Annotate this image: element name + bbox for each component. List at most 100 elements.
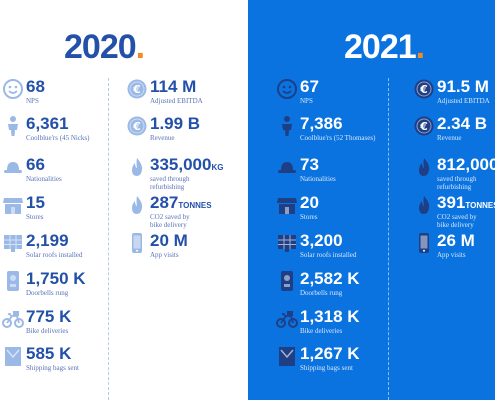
stat-number: 68 — [26, 77, 45, 96]
svg-text:€: € — [132, 83, 141, 96]
stat-number: 73 — [300, 155, 319, 174]
stat-value: 775 K — [26, 308, 71, 326]
stat-value: 391TONNES — [437, 194, 495, 215]
stat-number: 1.99 B — [150, 114, 201, 133]
stat-label-line2: refurbishing — [437, 183, 472, 191]
flame-icon — [413, 156, 435, 178]
stat-label: saved through — [437, 175, 477, 183]
doorbell-icon — [2, 270, 24, 292]
svg-text:€: € — [419, 120, 428, 133]
stat-number: 2.34 B — [437, 114, 488, 133]
stat-value: 68 — [26, 78, 45, 96]
bike-icon — [2, 308, 24, 330]
stat-label: saved through — [150, 175, 190, 183]
smiley-icon — [276, 78, 298, 100]
stat-number: 66 — [26, 155, 45, 174]
year-text: 2020 — [64, 28, 137, 66]
stat-label: Stores — [26, 213, 44, 221]
panel-2020: 2020. 68 NPS €114 M Adjusted EBITDA 6,361 Coo… — [2, 28, 224, 400]
store-icon — [276, 194, 298, 216]
stat-value: 114 M — [150, 78, 196, 96]
stat-number: 15 — [26, 193, 45, 212]
svg-text:€: € — [419, 83, 428, 96]
stat-unit: KG — [211, 163, 224, 172]
phone-icon — [126, 232, 148, 254]
stat-label: Adjusted EBITDA — [150, 97, 203, 105]
stat-label: Nationalities — [300, 175, 336, 183]
stat-number: 391 — [437, 193, 466, 212]
stat-label: Revenue — [437, 134, 462, 142]
stat-label-line2: bike delivery — [437, 221, 474, 229]
stat-label: Doorbells rung — [26, 289, 69, 297]
stat-number: 1,750 K — [26, 269, 86, 288]
stat-number: 91.5 M — [437, 77, 489, 96]
stat-number: 3,200 — [300, 231, 343, 250]
stat-value: 26 M — [437, 232, 475, 250]
store-icon — [2, 194, 24, 216]
stat-label: Bike deliveries — [26, 327, 69, 335]
shipping-bag-icon — [276, 345, 298, 367]
stat-value: 6,361 — [26, 115, 69, 133]
stat-value: 1,267 K — [300, 345, 360, 363]
stat-value: 2,199 — [26, 232, 69, 250]
stat-label: Stores — [300, 213, 318, 221]
stat-number: 7,386 — [300, 114, 343, 133]
hat-icon — [276, 156, 298, 178]
euro-coin-icon: € — [126, 78, 148, 100]
stat-value: 7,386 — [300, 115, 343, 133]
stat-label: Coolblue'rs (45 Nicks) — [26, 134, 90, 142]
stat-label: Revenue — [150, 134, 175, 142]
stat-number: 20 M — [150, 231, 188, 250]
solar-panel-icon — [2, 232, 24, 254]
stat-value: 1.99 B — [150, 115, 200, 133]
solar-panel-icon — [276, 232, 298, 254]
stat-number: 2,199 — [26, 231, 69, 250]
stat-number: 20 — [300, 193, 319, 212]
year-dot: . — [135, 28, 146, 66]
stat-value: 15 — [26, 194, 45, 212]
column-divider — [108, 78, 109, 400]
stat-number: 2,582 K — [300, 269, 360, 288]
stat-number: 287 — [150, 193, 179, 212]
stat-label: CO2 saved by — [150, 213, 190, 221]
person-icon — [276, 115, 298, 137]
phone-icon — [413, 232, 435, 254]
stat-label-line2: bike delivery — [150, 221, 187, 229]
stat-label: Solar roofs installed — [26, 251, 83, 259]
stat-number: 67 — [300, 77, 319, 96]
euro-coin-icon: € — [413, 115, 435, 137]
stat-label: CO2 saved by — [437, 213, 477, 221]
flame-icon — [126, 194, 148, 216]
bike-icon — [276, 308, 298, 330]
smiley-icon — [2, 78, 24, 100]
stat-value: 91.5 M — [437, 78, 489, 96]
stat-value: 812,000KG — [437, 156, 495, 177]
stat-label: Adjusted EBITDA — [437, 97, 490, 105]
stat-number: 585 K — [26, 344, 72, 363]
stat-value: 20 M — [150, 232, 188, 250]
svg-text:€: € — [132, 120, 141, 133]
panel-2021: 2021. 67 NPS €91.5 M Adjusted EBITDA 7,386 Co… — [248, 0, 495, 400]
stat-number: 775 K — [26, 307, 72, 326]
shipping-bag-icon — [2, 345, 24, 367]
person-icon — [2, 115, 24, 137]
stat-value: 2.34 B — [437, 115, 487, 133]
flame-icon — [413, 194, 435, 216]
stat-label: App visits — [150, 251, 179, 259]
year-dot: . — [415, 28, 426, 66]
stat-value: 66 — [26, 156, 45, 174]
stat-label: App visits — [437, 251, 466, 259]
stat-value: 73 — [300, 156, 319, 174]
year-text: 2021 — [344, 28, 417, 66]
euro-coin-icon: € — [126, 115, 148, 137]
stat-number: 812,000 — [437, 155, 495, 174]
stat-value: 2,582 K — [300, 270, 360, 288]
stat-value: 287TONNES — [150, 194, 212, 215]
stat-label: Bike deliveries — [300, 327, 343, 335]
hat-icon — [2, 156, 24, 178]
stat-label-line2: refurbishing — [150, 183, 185, 191]
stat-number: 335,000 — [150, 155, 212, 174]
stat-value: 1,318 K — [300, 308, 360, 326]
stat-label: Solar roofs installed — [300, 251, 357, 259]
stat-label: Coolblue'rs (52 Thomases) — [300, 134, 376, 142]
